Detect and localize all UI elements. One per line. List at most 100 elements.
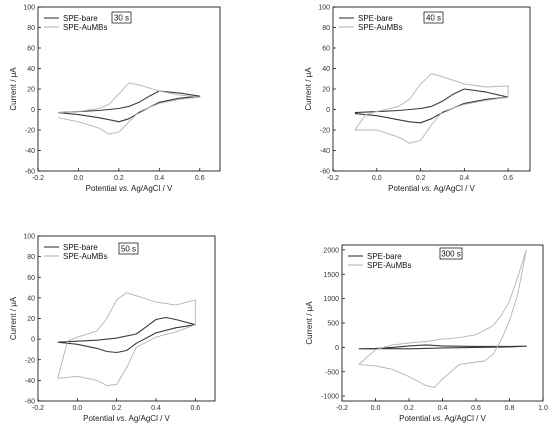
- x-tick-label: -0.2: [32, 405, 44, 412]
- x-axis-title-part: Potential: [399, 414, 432, 423]
- x-axis-title: Potential vs. Ag/AgCl / V: [399, 414, 486, 423]
- x-tick-label: 0.4: [154, 175, 164, 182]
- time-tag-box: [439, 247, 463, 260]
- legend-label: SPE-AuMBs: [63, 23, 107, 32]
- y-tick-label: -1000: [321, 394, 339, 401]
- x-tick-label: 0.2: [416, 175, 426, 182]
- time-tag: 30 s: [114, 13, 129, 22]
- y-tick-label: 2000: [323, 247, 339, 254]
- x-tick-label: -0.2: [32, 175, 44, 182]
- y-tick-label: 60: [27, 46, 35, 53]
- time-tag: 40 s: [426, 13, 441, 22]
- legend-label: SPE-bare: [63, 14, 98, 23]
- y-tick-label: -40: [25, 148, 35, 155]
- x-axis-title-part: Potential: [86, 184, 119, 193]
- x-tick-label: 0.8: [505, 405, 515, 412]
- x-axis-title-part: Ag/AgCl / V: [127, 414, 171, 423]
- y-tick-label: 80: [27, 254, 35, 261]
- legend-label: SPE-AuMBs: [358, 23, 402, 32]
- y-tick-label: 0: [31, 337, 35, 344]
- time-tag-box: [118, 242, 139, 255]
- y-tick-label: 20: [27, 316, 35, 323]
- y-tick-label: 20: [322, 87, 330, 94]
- legend-label: SPE-bare: [63, 243, 98, 252]
- y-tick-label: -60: [320, 169, 330, 176]
- y-tick-label: -40: [25, 378, 35, 385]
- y-axis-title: Current / μA: [9, 67, 18, 111]
- x-tick-label: 0.6: [503, 175, 513, 182]
- x-tick-label: 0.2: [404, 405, 414, 412]
- x-axis-title-part: vs.: [421, 184, 431, 193]
- y-tick-label: 1000: [323, 296, 339, 303]
- y-tick-label: 1500: [323, 272, 339, 279]
- x-tick-label: 0.4: [459, 175, 469, 182]
- series-line-spe-aumbs: [58, 82, 201, 135]
- x-axis-title: Potential vs. Ag/AgCl / V: [388, 184, 475, 193]
- legend-label: SPE-bare: [367, 252, 402, 261]
- y-axis-title: Current / μA: [9, 296, 18, 340]
- y-tick-label: -20: [25, 357, 35, 364]
- y-tick-label: -20: [320, 128, 330, 135]
- x-axis-title-part: vs.: [119, 184, 129, 193]
- x-axis-title-part: Ag/AgCl / V: [129, 184, 173, 193]
- y-tick-label: 60: [27, 275, 35, 282]
- y-tick-label: 100: [318, 5, 330, 12]
- series-line-spe-bare: [58, 90, 201, 123]
- x-tick-label: -0.2: [336, 405, 348, 412]
- series-line-spe-bare: [354, 88, 509, 124]
- y-axis-title: Current / μA: [305, 301, 314, 345]
- y-tick-label: 20: [27, 87, 35, 94]
- x-tick-label: 0.6: [471, 405, 481, 412]
- y-tick-label: 40: [27, 295, 35, 302]
- x-tick-label: -0.2: [327, 175, 339, 182]
- y-tick-label: 40: [27, 66, 35, 73]
- x-tick-label: 0.6: [195, 175, 205, 182]
- series-line-spe-aumbs: [354, 73, 509, 144]
- x-axis-title-part: vs.: [432, 414, 442, 423]
- legend-label: SPE-AuMBs: [63, 252, 107, 261]
- y-tick-label: 100: [23, 234, 35, 241]
- time-tag: 50 s: [121, 244, 136, 253]
- y-tick-label: 80: [27, 25, 35, 32]
- x-axis-title-part: Ag/AgCl / V: [432, 184, 476, 193]
- chart-panel: -0.2 0.0 0.2 0.4 0.6 -60 -40 -20 0 20 40 60 80 100 Pot…: [9, 234, 216, 423]
- y-tick-label: -60: [25, 169, 35, 176]
- time-tag: 300 s: [441, 249, 461, 258]
- chart-panel: -0.2 0.0 0.2 0.4 0.6 -60 -40 -20 0 20 40 60 80 100 Pot…: [304, 5, 531, 193]
- y-tick-label: 60: [322, 46, 330, 53]
- x-tick-label: 1.0: [538, 405, 548, 412]
- x-axis-title: Potential vs. Ag/AgCl / V: [83, 414, 170, 423]
- legend-label: SPE-bare: [358, 14, 393, 23]
- y-tick-label: 500: [327, 321, 339, 328]
- y-tick-label: 100: [23, 5, 35, 12]
- y-tick-label: -40: [320, 148, 330, 155]
- y-tick-label: -500: [325, 369, 339, 376]
- x-tick-label: 0.4: [151, 405, 161, 412]
- x-tick-label: 0.4: [438, 405, 448, 412]
- series-line-spe-bare: [358, 344, 527, 350]
- series-line-spe-bare: [57, 316, 196, 354]
- x-tick-label: 0.6: [190, 405, 200, 412]
- x-tick-label: 0.2: [114, 175, 124, 182]
- y-tick-label: 40: [322, 66, 330, 73]
- x-axis-title: Potential vs. Ag/AgCl / V: [86, 184, 173, 193]
- y-tick-label: 80: [322, 25, 330, 32]
- series-line-spe-aumbs: [57, 292, 196, 386]
- chart-panel: -0.2 0.0 0.2 0.4 0.6 0.8 1.0 -1000 -500 0 500 1000 1…: [305, 244, 548, 423]
- legend-label: SPE-AuMBs: [367, 261, 411, 270]
- time-tag-box: [111, 11, 132, 24]
- chart-panel: -0.2 0.0 0.2 0.4 0.6 -60 -40 -20 0 20 40 60 80 100 Pot…: [9, 5, 221, 193]
- x-axis-title-part: Potential: [83, 414, 116, 423]
- series-line-spe-aumbs: [358, 249, 527, 388]
- x-tick-label: 0.0: [74, 175, 84, 182]
- x-tick-label: 0.0: [372, 175, 382, 182]
- x-axis-title-part: Potential: [388, 184, 421, 193]
- x-axis-title-part: vs.: [116, 414, 126, 423]
- x-tick-label: 0.2: [112, 405, 122, 412]
- y-tick-label: -60: [25, 399, 35, 406]
- y-tick-label: 0: [335, 345, 339, 352]
- time-tag-box: [423, 11, 444, 24]
- x-tick-label: 0.0: [72, 405, 82, 412]
- x-tick-label: 0.0: [371, 405, 381, 412]
